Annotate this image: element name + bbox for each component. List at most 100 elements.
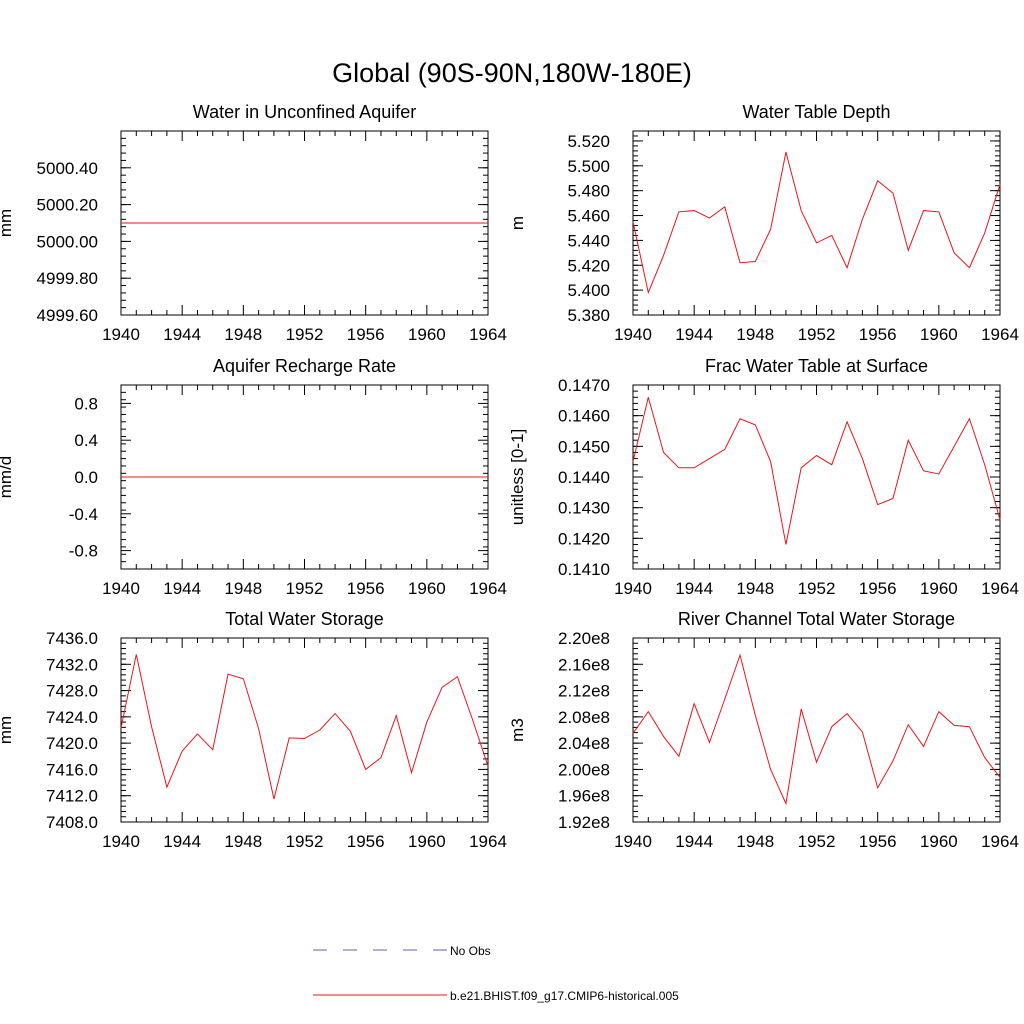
y-axis-label: mm bbox=[0, 209, 15, 237]
y-tick-label: 0.4 bbox=[74, 431, 98, 450]
plot-frame bbox=[632, 384, 1001, 570]
y-axis-label: m3 bbox=[508, 718, 527, 742]
y-tick-label: 2.04e8 bbox=[558, 734, 610, 753]
y-axis-label: mm/d bbox=[0, 456, 15, 499]
y-tick-label: 5.400 bbox=[567, 281, 610, 300]
x-tick-label: 1952 bbox=[286, 579, 324, 598]
y-tick-label: 0.1430 bbox=[558, 499, 610, 518]
series-line bbox=[632, 397, 1001, 545]
y-tick-label: 5000.00 bbox=[37, 232, 98, 251]
x-tick-label: 1956 bbox=[859, 832, 897, 851]
x-tick-label: 1940 bbox=[102, 579, 140, 598]
x-tick-label: 1956 bbox=[859, 325, 897, 344]
y-tick-label: 4999.60 bbox=[37, 306, 98, 325]
y-tick-label: 0.1440 bbox=[558, 468, 610, 487]
x-tick-label: 1948 bbox=[224, 579, 262, 598]
y-tick-label: 0.1450 bbox=[558, 437, 610, 456]
x-tick-label: 1960 bbox=[408, 579, 446, 598]
x-tick-label: 1960 bbox=[408, 325, 446, 344]
x-tick-label: 1960 bbox=[408, 832, 446, 851]
y-tick-label: 0.0 bbox=[74, 468, 98, 487]
y-tick-label: 5.520 bbox=[567, 132, 610, 151]
panel-title: Aquifer Recharge Rate bbox=[213, 356, 396, 376]
y-tick-label: 5.500 bbox=[567, 157, 610, 176]
panel-title: Total Water Storage bbox=[225, 609, 383, 629]
y-tick-label: 5000.40 bbox=[37, 159, 98, 178]
x-tick-label: 1964 bbox=[981, 832, 1019, 851]
x-tick-label: 1952 bbox=[286, 832, 324, 851]
y-tick-label: 7428.0 bbox=[46, 682, 98, 701]
y-tick-label: 0.1420 bbox=[558, 529, 610, 548]
x-tick-label: 1956 bbox=[347, 325, 385, 344]
x-tick-label: 1964 bbox=[981, 325, 1019, 344]
x-tick-label: 1948 bbox=[736, 325, 774, 344]
x-tick-label: 1952 bbox=[286, 325, 324, 344]
y-tick-label: 2.20e8 bbox=[558, 629, 610, 648]
x-tick-label: 1940 bbox=[614, 579, 652, 598]
y-tick-label: 7416.0 bbox=[46, 760, 98, 779]
y-tick-label: 5.480 bbox=[567, 182, 610, 201]
legend-label-no-obs: No Obs bbox=[450, 944, 491, 958]
y-tick-label: 5.420 bbox=[567, 256, 610, 275]
x-tick-label: 1956 bbox=[347, 579, 385, 598]
series-line bbox=[632, 152, 1001, 295]
x-tick-label: 1940 bbox=[102, 325, 140, 344]
panel-title: Water Table Depth bbox=[742, 102, 890, 122]
y-tick-label: 4999.80 bbox=[37, 269, 98, 288]
main-title: Global (90S-90N,180W-180E) bbox=[332, 58, 692, 88]
y-axis-label: m bbox=[508, 216, 527, 230]
x-tick-label: 1964 bbox=[981, 579, 1019, 598]
y-axis-label: unitless [0-1] bbox=[508, 429, 527, 525]
panels: Water in Unconfined Aquifer mm 1940 1944 194… bbox=[0, 102, 1019, 851]
x-tick-label: 1960 bbox=[920, 325, 958, 344]
x-tick-label: 1964 bbox=[469, 832, 507, 851]
y-tick-label: 7412.0 bbox=[46, 787, 98, 806]
panel-title: River Channel Total Water Storage bbox=[678, 609, 955, 629]
x-tick-label: 1944 bbox=[163, 325, 201, 344]
panel-5: Total Water Storage mm 1940 1944 1948 1952 195… bbox=[0, 609, 507, 851]
x-tick-label: 1948 bbox=[736, 832, 774, 851]
y-tick-label: 7420.0 bbox=[46, 734, 98, 753]
panel-2: Water Table Depth m 1940 1944 1948 1952 1956 19… bbox=[508, 102, 1019, 344]
x-tick-label: 1944 bbox=[675, 579, 713, 598]
x-tick-label: 1956 bbox=[859, 579, 897, 598]
plot-frame bbox=[120, 637, 489, 823]
panel-4: Frac Water Table at Surface unitless [0-1… bbox=[508, 356, 1019, 598]
x-tick-label: 1948 bbox=[224, 832, 262, 851]
x-tick-label: 1952 bbox=[798, 579, 836, 598]
y-tick-label: 2.12e8 bbox=[558, 682, 610, 701]
series-line bbox=[632, 653, 1001, 806]
x-tick-label: 1952 bbox=[798, 832, 836, 851]
y-tick-label: 0.1410 bbox=[558, 560, 610, 579]
x-tick-label: 1944 bbox=[675, 325, 713, 344]
x-tick-label: 1940 bbox=[102, 832, 140, 851]
x-tick-label: 1952 bbox=[798, 325, 836, 344]
x-tick-label: 1964 bbox=[469, 325, 507, 344]
legend-label-model: b.e21.BHIST.f09_g17.CMIP6-historical.005 bbox=[450, 989, 679, 1003]
panel-title: Water in Unconfined Aquifer bbox=[193, 102, 416, 122]
x-tick-label: 1944 bbox=[163, 579, 201, 598]
series-line bbox=[120, 654, 489, 800]
x-tick-label: 1956 bbox=[347, 832, 385, 851]
plot-frame bbox=[632, 637, 1001, 823]
panel-6: River Channel Total Water Storage m3 1940 1… bbox=[508, 609, 1019, 851]
y-tick-label: 2.08e8 bbox=[558, 708, 610, 727]
y-tick-label: 7432.0 bbox=[46, 655, 98, 674]
y-tick-label: 0.8 bbox=[74, 394, 98, 413]
y-tick-label: 5.380 bbox=[567, 306, 610, 325]
x-tick-label: 1940 bbox=[614, 832, 652, 851]
y-axis-label: mm bbox=[0, 716, 15, 744]
y-tick-label: 1.96e8 bbox=[558, 787, 610, 806]
y-tick-label: 5.460 bbox=[567, 207, 610, 226]
x-tick-label: 1948 bbox=[736, 579, 774, 598]
y-tick-label: 2.00e8 bbox=[558, 760, 610, 779]
y-tick-label: 7408.0 bbox=[46, 813, 98, 832]
y-tick-label: 5000.20 bbox=[37, 196, 98, 215]
x-tick-label: 1944 bbox=[163, 832, 201, 851]
x-tick-label: 1964 bbox=[469, 579, 507, 598]
y-tick-label: 7424.0 bbox=[46, 708, 98, 727]
y-tick-label: 2.16e8 bbox=[558, 655, 610, 674]
panel-title: Frac Water Table at Surface bbox=[705, 356, 928, 376]
panel-3: Aquifer Recharge Rate mm/d 1940 1944 1948 195… bbox=[0, 356, 507, 598]
